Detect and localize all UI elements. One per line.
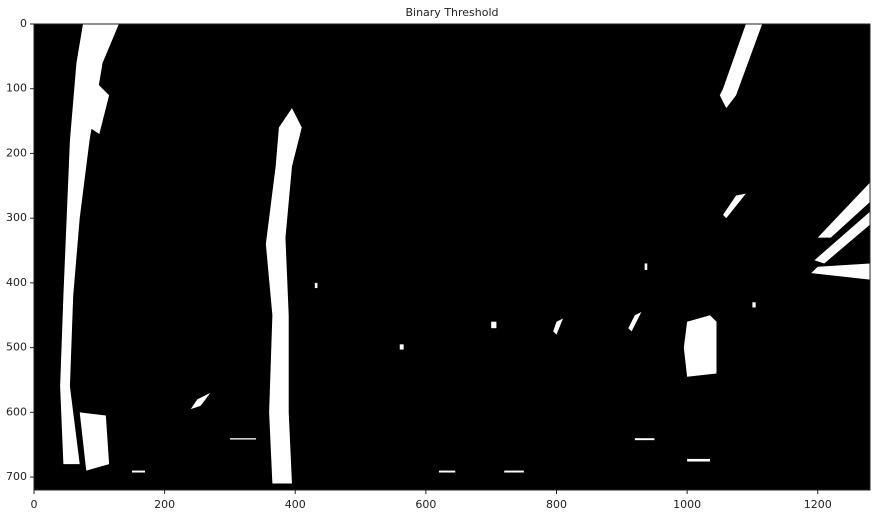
- y-tick-label: 300: [6, 211, 27, 224]
- y-tick-label: 500: [6, 341, 27, 354]
- y-tick-label: 200: [6, 146, 27, 159]
- x-tick-label: 600: [415, 498, 436, 511]
- x-tick-label: 400: [285, 498, 306, 511]
- x-tick-label: 800: [546, 498, 567, 511]
- chart-title: Binary Threshold: [405, 6, 498, 19]
- y-tick-label: 100: [6, 82, 27, 95]
- x-tick-label: 0: [31, 498, 38, 511]
- x-tick-label: 1000: [673, 498, 701, 511]
- y-tick-label: 0: [20, 17, 27, 30]
- x-tick-label: 200: [154, 498, 175, 511]
- threshold-pixels: [60, 24, 870, 484]
- axes-frame: [33, 23, 871, 491]
- y-tick-label: 700: [6, 470, 27, 483]
- y-tick-label: 600: [6, 405, 27, 418]
- y-tick-label: 400: [6, 276, 27, 289]
- image-background: [34, 24, 870, 490]
- x-tick-label: 1200: [804, 498, 832, 511]
